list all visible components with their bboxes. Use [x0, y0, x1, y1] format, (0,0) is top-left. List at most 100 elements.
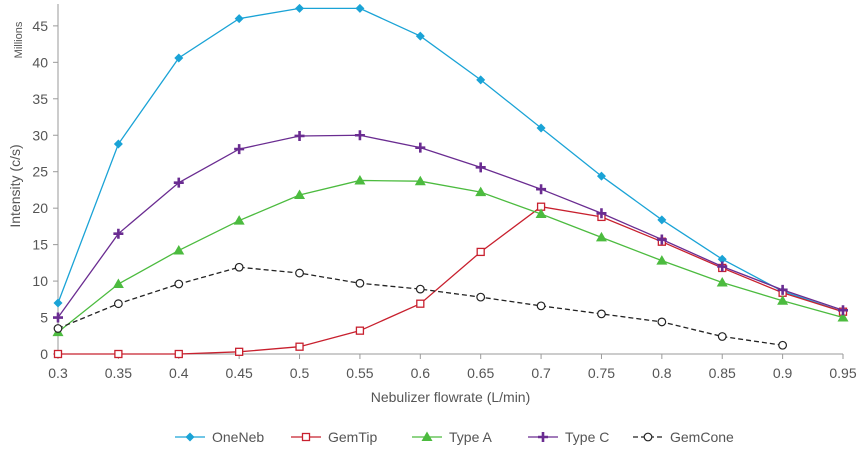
data-point [837, 312, 849, 322]
data-point [656, 255, 668, 265]
data-point [838, 305, 848, 316]
x-tick-label: 0.85 [709, 365, 736, 381]
data-point [657, 215, 667, 225]
data-point [355, 278, 365, 288]
data-point [174, 349, 183, 359]
y-tick-label: 0 [40, 346, 48, 362]
y-tick-label: 40 [32, 54, 48, 70]
series-type-c [53, 130, 848, 323]
data-point [233, 215, 245, 225]
data-point [173, 244, 185, 255]
data-point [536, 184, 547, 195]
data-point [112, 278, 124, 288]
data-point [235, 347, 244, 356]
data-point [174, 279, 184, 289]
data-point [173, 177, 184, 188]
data-point [717, 254, 727, 264]
x-tick-label: 0.55 [346, 365, 373, 381]
data-point [717, 261, 728, 272]
legend-label: Type C [565, 429, 609, 445]
legend-marker [538, 432, 548, 442]
data-point [716, 277, 728, 287]
data-point [355, 326, 365, 335]
data-point [656, 234, 667, 245]
y-tick-label: 30 [32, 127, 48, 143]
data-point [595, 231, 607, 242]
series-gemtip [53, 202, 848, 359]
y-tick-label: 25 [32, 164, 48, 180]
data-point [294, 130, 305, 141]
data-point [113, 228, 124, 239]
x-tick-label: 0.35 [105, 365, 132, 381]
legend-marker [185, 432, 195, 442]
legend: OneNeb GemTip Type A Type C GemCone [175, 429, 734, 445]
data-point [536, 123, 546, 133]
x-tick-label: 0.9 [773, 365, 793, 381]
x-tick-label: 0.6 [411, 365, 431, 381]
legend-item: GemTip [291, 429, 377, 445]
data-point [475, 162, 486, 173]
data-point [53, 312, 63, 323]
data-point [234, 144, 245, 155]
series-gemcone [53, 262, 788, 350]
legend-item: Type A [412, 429, 492, 445]
data-point [414, 175, 426, 186]
x-tick-label: 0.8 [652, 365, 672, 381]
series-line [58, 206, 844, 355]
data-point [717, 332, 727, 341]
data-point [475, 186, 487, 197]
legend-marker [301, 432, 311, 442]
data-point [234, 14, 244, 24]
y-tick-label: 15 [32, 237, 48, 253]
data-point [476, 292, 486, 302]
x-tick-label: 0.65 [467, 365, 494, 381]
data-point [777, 284, 788, 295]
data-point [354, 174, 366, 185]
y-tick-label: 5 [40, 310, 48, 326]
data-point [53, 298, 63, 308]
series-line [57, 179, 844, 333]
y-unit-label: Millions [13, 21, 25, 58]
legend-item: GemCone [633, 429, 734, 445]
data-point [53, 324, 63, 333]
x-tick-label: 0.75 [588, 365, 615, 381]
x-tick-label: 0.5 [290, 365, 310, 381]
y-tick-label: 45 [32, 18, 48, 34]
data-point [657, 317, 667, 327]
data-point [596, 208, 607, 219]
data-point [597, 309, 606, 319]
x-axis-ticks: 0.3 0.35 0.4 0.45 0.5 0.55 0.6 0.65 0.7 0.75 0.8 0.… [48, 354, 857, 381]
series-type-a [52, 174, 849, 337]
data-point [536, 301, 546, 311]
data-point [355, 3, 365, 13]
data-point [174, 53, 184, 63]
x-tick-label: 0.7 [531, 365, 551, 381]
data-point [354, 130, 365, 141]
data-point [295, 268, 304, 278]
legend-item: Type C [528, 429, 609, 445]
data-point [114, 349, 123, 359]
data-point [415, 31, 425, 41]
legend-label: GemTip [328, 429, 377, 445]
data-point [476, 75, 486, 85]
data-point [113, 299, 123, 309]
data-point [295, 3, 305, 13]
x-tick-label: 0.95 [829, 365, 856, 381]
legend-label: OneNeb [212, 429, 264, 445]
data-point [416, 299, 425, 308]
y-tick-label: 35 [32, 91, 48, 107]
data-point [234, 262, 244, 272]
y-axis-ticks: 0 5 10 15 20 25 30 35 40 45 [32, 18, 58, 362]
legend-item: OneNeb [175, 429, 264, 445]
data-point [596, 171, 606, 181]
data-point [294, 189, 306, 200]
legend-marker [643, 432, 653, 442]
legend-label: Type A [449, 429, 492, 445]
legend-label: GemCone [670, 429, 734, 445]
x-axis-title: Nebulizer flowrate (L/min) [371, 389, 531, 405]
y-tick-label: 20 [32, 200, 48, 216]
legend-marker [421, 431, 433, 441]
x-tick-label: 0.45 [226, 365, 253, 381]
data-point [476, 247, 485, 257]
